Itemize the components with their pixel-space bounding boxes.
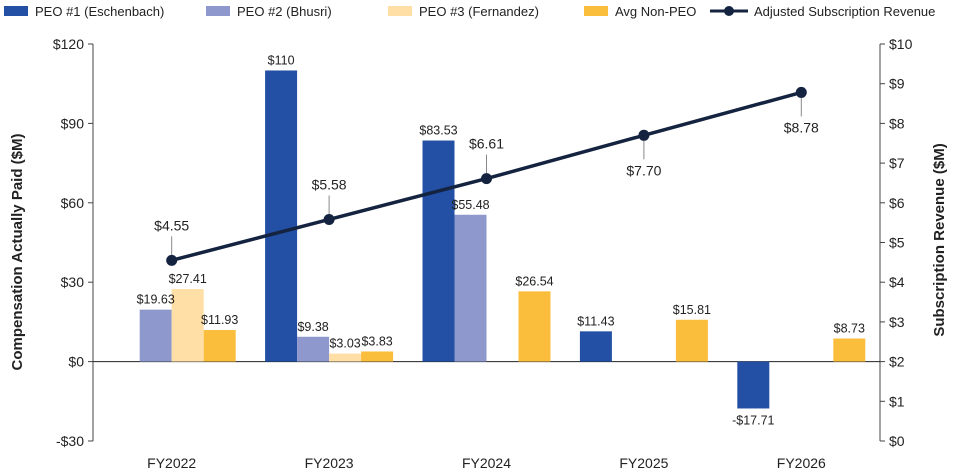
y-right-tick-label: $8 — [889, 115, 905, 131]
bar — [203, 330, 236, 362]
axes: -$30 $0 $30 $60 $90 $120 $0 $1 $2 $3 $4 $5 $6 $7 $8 $9 $… — [53, 36, 913, 471]
bar — [171, 289, 204, 362]
x-tick-label: FY2022 — [147, 455, 196, 471]
line-point — [166, 254, 178, 266]
bar-label: $11.43 — [577, 314, 614, 328]
bar-label: $3.03 — [329, 337, 360, 351]
y-right-tick-label: $3 — [889, 314, 905, 330]
legend-swatch — [584, 6, 608, 16]
legend-swatch — [388, 6, 412, 16]
legend-label: PEO #3 (Fernandez) — [419, 4, 539, 19]
line-point-label: $6.61 — [469, 136, 504, 152]
bar-label: $55.48 — [451, 198, 489, 212]
bar — [833, 338, 866, 362]
bar — [422, 140, 455, 362]
x-tick-label: FY2026 — [777, 455, 826, 471]
y-right-tick-label: $4 — [889, 274, 905, 290]
legend-label: PEO #1 (Eschenbach) — [35, 4, 164, 19]
line-point — [638, 129, 650, 141]
bars — [139, 70, 866, 409]
bar — [139, 309, 172, 362]
line-point-label: $7.70 — [626, 162, 661, 178]
y-right-tick-label: $0 — [889, 433, 905, 449]
y-right-tick-label: $7 — [889, 155, 905, 171]
bar-label: $19.63 — [137, 293, 175, 307]
bar — [329, 353, 362, 362]
y-right-tick-label: $6 — [889, 195, 905, 211]
legend-swatch — [206, 6, 230, 16]
y-right-tick-label: $10 — [889, 36, 913, 52]
y-left-tick-label: $0 — [68, 354, 84, 370]
y-left-axis-title: Compensation Actually Paid ($M) — [9, 134, 26, 371]
line-point-label: $4.55 — [154, 217, 189, 233]
line-point — [481, 173, 492, 185]
bar — [454, 214, 487, 362]
y-left-tick-label: $60 — [61, 195, 85, 211]
bar — [518, 291, 551, 362]
bar — [579, 331, 612, 362]
bar — [265, 70, 298, 362]
legend-label: Adjusted Subscription Revenue — [754, 4, 935, 19]
x-tick-label: FY2023 — [305, 455, 354, 471]
bar-label: $26.54 — [515, 274, 553, 288]
line-point-label: $8.78 — [784, 119, 819, 135]
line-point — [323, 213, 335, 225]
bar-label: -$17.71 — [732, 413, 774, 427]
y-left-tick-label: $90 — [61, 115, 85, 131]
y-left-tick-label: -$30 — [56, 433, 84, 449]
legend-swatch — [4, 6, 28, 16]
y-right-tick-label: $5 — [889, 235, 905, 251]
bar — [737, 361, 770, 409]
y-left-tick-label: $120 — [53, 36, 84, 52]
y-right-tick-label: $1 — [889, 393, 905, 409]
legend-line-marker — [724, 6, 734, 16]
line-series: $4.55 $5.58 $6.61 $7.70 $8.78 — [154, 86, 819, 266]
bar-label: $110 — [268, 53, 295, 67]
legend-label: PEO #2 (Bhusri) — [237, 4, 332, 19]
bar-label: $15.81 — [673, 303, 711, 317]
x-tick-label: FY2025 — [619, 455, 668, 471]
legend-label: Avg Non-PEO — [615, 4, 696, 19]
line-point — [795, 86, 807, 98]
bar-label: $8.73 — [834, 321, 865, 335]
bar-label: $27.41 — [169, 272, 207, 286]
x-tick-label: FY2024 — [462, 455, 511, 471]
bar-labels: $110 $83.53 $11.43 -$17.71 $19.63 $9.38 $55.48… — [137, 53, 865, 427]
bar — [361, 351, 394, 362]
bar-label: $9.38 — [297, 320, 328, 334]
bar — [675, 319, 708, 362]
bar — [297, 336, 330, 362]
bar-label: $3.83 — [361, 334, 392, 348]
y-right-axis-title: Subscription Revenue ($M) — [931, 143, 948, 336]
bar-label: $83.53 — [419, 124, 457, 138]
y-right-tick-label: $9 — [889, 76, 905, 92]
bar-label: $11.93 — [201, 313, 238, 327]
y-right-tick-label: $2 — [889, 354, 905, 370]
legend: PEO #1 (Eschenbach) PEO #2 (Bhusri) PEO #3… — [4, 4, 935, 19]
line-point-label: $5.58 — [312, 176, 347, 192]
y-left-tick-label: $30 — [61, 274, 85, 290]
